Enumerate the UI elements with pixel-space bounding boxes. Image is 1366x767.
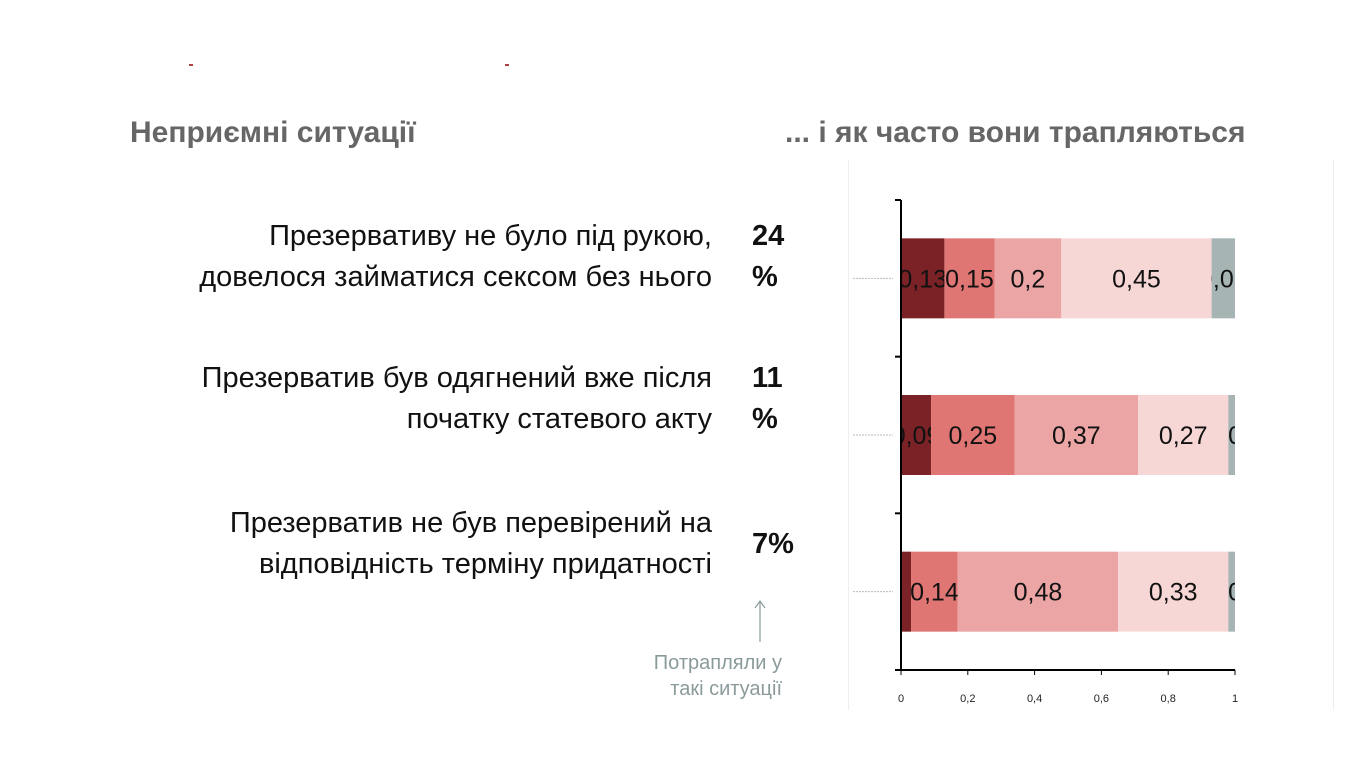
data-label: 0,13 — [898, 265, 947, 293]
stacked-bar-chart: 0,13 0,15 0,2 0,45 0,07 0,09 0,25 0,37 0,27 0,03 0… — [848, 160, 1334, 710]
bar-segment — [1061, 238, 1212, 319]
situation-3-percent: 7% — [752, 524, 794, 565]
data-label: 0,03 — [1207, 422, 1256, 450]
data-label: 0,33 — [1149, 579, 1198, 607]
data-label: 0,09 — [892, 422, 941, 450]
bar-segment — [911, 551, 958, 632]
data-label: 0,07 — [1199, 265, 1248, 293]
situation-2-percent: 11 % — [752, 358, 783, 440]
situation-3: Презерватив не був перевірений на відпов… — [72, 503, 712, 585]
data-label: 0,45 — [1112, 265, 1161, 293]
situation-line: Презерватив був одягнений вже після — [201, 362, 712, 394]
note: Потрапляли у такі ситуації — [600, 650, 782, 702]
situation-line: Презерватив не був перевірений на — [229, 507, 712, 539]
percent-value: 24 — [752, 220, 785, 252]
bar-segment — [1228, 395, 1235, 475]
bar-segment — [1138, 395, 1229, 475]
left-heading: Неприємні ситуації — [130, 116, 416, 149]
x-tick-label: 0 — [898, 693, 904, 705]
data-label: 0,2 — [1011, 265, 1046, 293]
bar-segment — [901, 238, 945, 319]
bar-segment — [1211, 238, 1235, 319]
note-line: такі ситуації — [670, 678, 782, 700]
arrow-up-icon — [754, 599, 766, 642]
data-label: 0,25 — [948, 422, 997, 450]
data-label: 0,15 — [945, 265, 994, 293]
data-label: 0,14 — [910, 579, 959, 607]
data-label: 0,37 — [1052, 422, 1101, 450]
percent-sign: % — [752, 403, 778, 435]
x-tick-label: 0,2 — [960, 693, 975, 705]
situation-line: Презервативу не було під рукою, — [269, 220, 712, 252]
x-tick-label: 1 — [1232, 693, 1238, 705]
situation-2: Презерватив був одягнений вже після поча… — [72, 358, 712, 440]
situation-line: початку статевого акту — [406, 403, 712, 435]
bar-segment — [901, 551, 912, 632]
decor-mark — [505, 64, 509, 66]
bar-segment — [901, 395, 932, 475]
decor-mark — [189, 64, 193, 66]
situation-1-percent: 24 % — [752, 216, 784, 298]
x-tick-label: 0,6 — [1094, 693, 1109, 705]
bar-segment — [944, 238, 995, 319]
data-label: 0,03 — [1207, 579, 1256, 607]
bar-segment — [1014, 395, 1139, 475]
right-heading: ... і як часто вони трапляються — [785, 116, 1246, 149]
x-tick-label: 0,4 — [1027, 693, 1042, 705]
percent-value: 7% — [752, 528, 794, 560]
x-tick-label: 0,8 — [1161, 693, 1176, 705]
bar-segment — [994, 238, 1062, 319]
percent-value: 11 — [752, 362, 783, 394]
data-label: 0,27 — [1159, 422, 1208, 450]
chart-svg: 0,130,15 0,2 0,45 0,070,09 0,25 0,37 0,27 0,030… — [853, 199, 1256, 705]
situation-line: довелося займатися сексом без нього — [199, 261, 712, 293]
bar-segment — [1118, 551, 1229, 632]
bar-segment — [931, 395, 1015, 475]
note-line: Потрапляли у — [653, 652, 782, 674]
percent-sign: % — [752, 261, 778, 293]
situation-1: Презервативу не було під рукою, довелося… — [72, 216, 712, 298]
situation-line: відповідність терміну придатності — [258, 548, 712, 580]
data-label: 0,48 — [1014, 579, 1063, 607]
bar-segment — [1228, 551, 1235, 632]
bar-segment — [957, 551, 1119, 632]
